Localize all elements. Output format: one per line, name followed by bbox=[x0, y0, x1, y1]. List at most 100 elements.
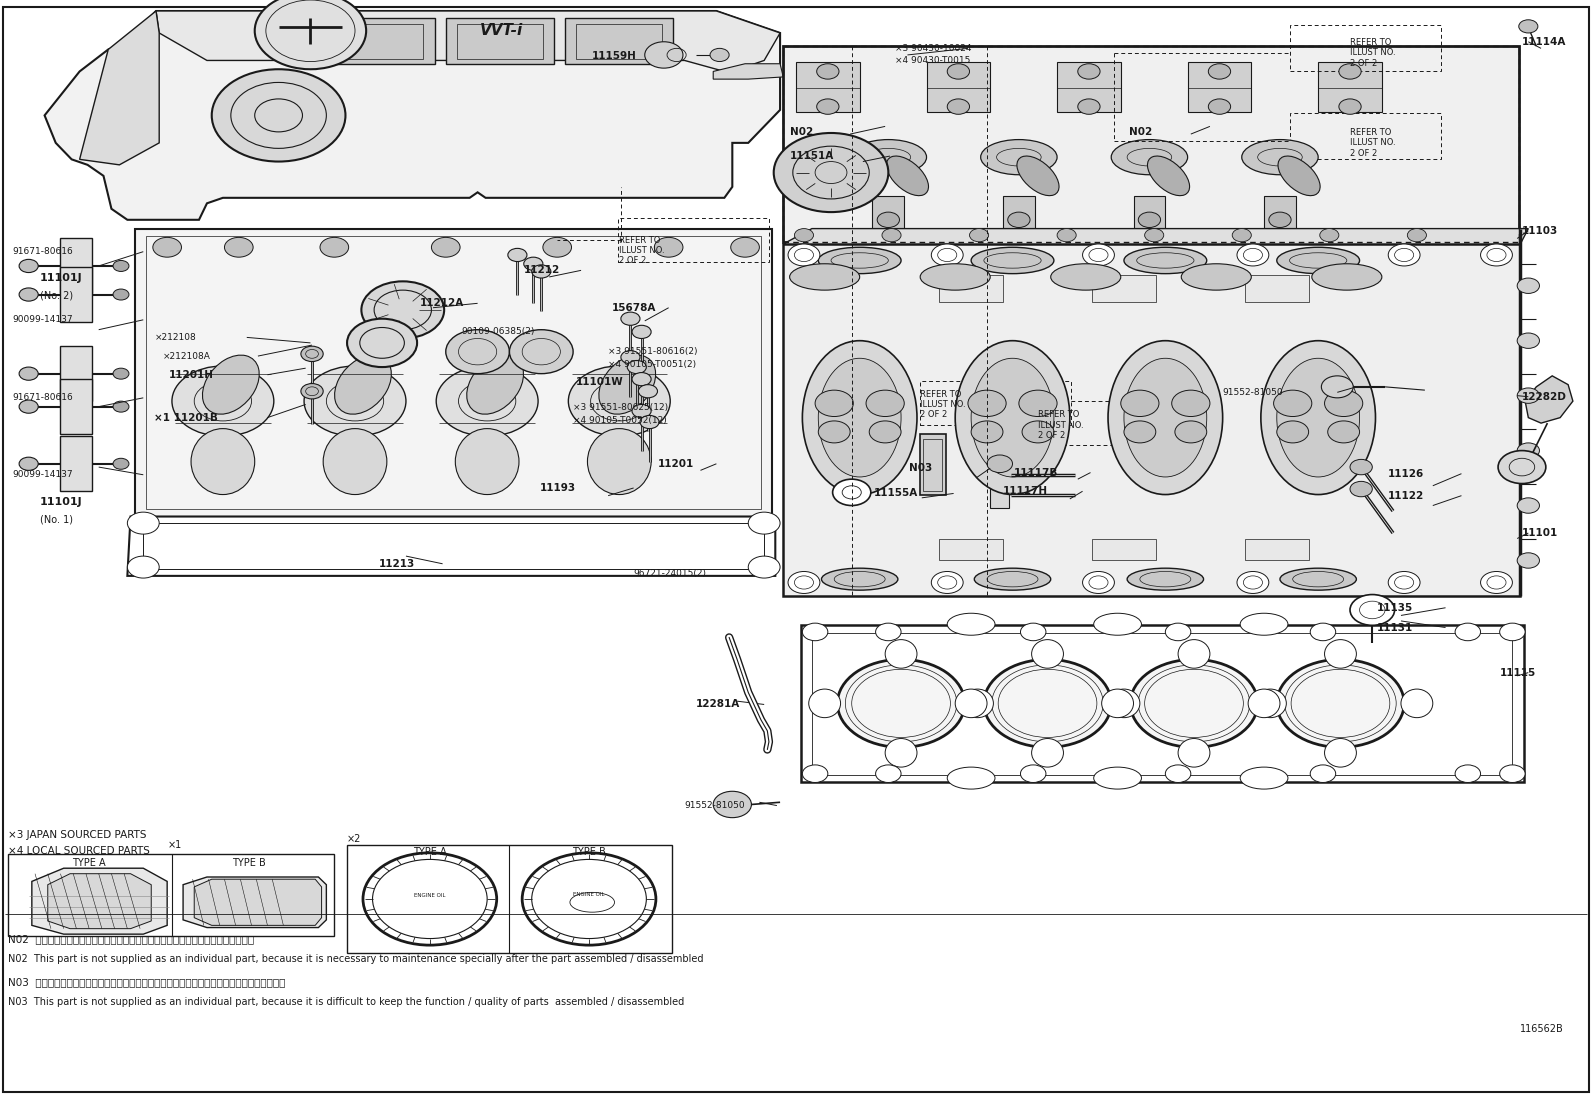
Ellipse shape bbox=[1325, 739, 1356, 767]
Circle shape bbox=[1388, 244, 1420, 266]
Circle shape bbox=[1388, 571, 1420, 593]
Bar bbox=[576, 24, 662, 59]
Text: 11213: 11213 bbox=[379, 558, 416, 569]
Text: N02  This part is not supplied as an individual part, because it is necessary to: N02 This part is not supplied as an indi… bbox=[8, 954, 704, 965]
Circle shape bbox=[1269, 212, 1291, 227]
Text: N02: N02 bbox=[790, 126, 814, 137]
Text: ×4 LOCAL SOURCED PARTS: ×4 LOCAL SOURCED PARTS bbox=[8, 845, 150, 856]
Text: 11201H: 11201H bbox=[169, 369, 213, 380]
Circle shape bbox=[301, 384, 323, 399]
Text: ENGINE OIL: ENGINE OIL bbox=[414, 893, 446, 898]
Ellipse shape bbox=[818, 358, 901, 477]
Text: TYPE B: TYPE B bbox=[232, 857, 266, 868]
Polygon shape bbox=[80, 11, 159, 165]
Text: 11159H: 11159H bbox=[592, 51, 637, 62]
Text: REFER TO
ILLUST NO.
2 OF 2: REFER TO ILLUST NO. 2 OF 2 bbox=[1350, 127, 1396, 158]
Ellipse shape bbox=[466, 355, 524, 414]
Polygon shape bbox=[783, 244, 1520, 596]
Bar bbox=[796, 62, 860, 112]
Circle shape bbox=[568, 366, 670, 436]
Ellipse shape bbox=[947, 767, 995, 789]
Circle shape bbox=[1121, 390, 1159, 417]
Text: 11101J: 11101J bbox=[40, 273, 83, 284]
Circle shape bbox=[1022, 421, 1054, 443]
Bar bbox=[939, 275, 1003, 302]
Ellipse shape bbox=[1261, 341, 1375, 495]
Circle shape bbox=[1517, 553, 1539, 568]
Bar bbox=[1290, 113, 1441, 159]
Circle shape bbox=[1519, 20, 1538, 33]
Text: TYPE B: TYPE B bbox=[572, 846, 607, 857]
Ellipse shape bbox=[1178, 640, 1210, 668]
Text: ENGINE OIL: ENGINE OIL bbox=[573, 892, 605, 897]
Bar bbox=[939, 539, 1003, 560]
Ellipse shape bbox=[1017, 156, 1059, 196]
Text: 11201: 11201 bbox=[657, 458, 694, 469]
Bar bbox=[872, 196, 904, 240]
Ellipse shape bbox=[1124, 247, 1207, 274]
Circle shape bbox=[508, 248, 527, 262]
Circle shape bbox=[1138, 212, 1161, 227]
Circle shape bbox=[1145, 229, 1164, 242]
Circle shape bbox=[1407, 229, 1426, 242]
Circle shape bbox=[817, 64, 839, 79]
Circle shape bbox=[1339, 64, 1361, 79]
Circle shape bbox=[1083, 571, 1114, 593]
Bar bbox=[446, 18, 554, 64]
Bar bbox=[326, 18, 435, 64]
Polygon shape bbox=[194, 879, 322, 925]
Bar bbox=[1264, 196, 1296, 240]
Circle shape bbox=[113, 289, 129, 300]
Circle shape bbox=[1277, 421, 1309, 443]
Ellipse shape bbox=[455, 429, 519, 495]
Circle shape bbox=[436, 366, 538, 436]
Ellipse shape bbox=[1032, 640, 1063, 668]
Circle shape bbox=[1008, 212, 1030, 227]
Text: N03  この部品は、分解・組付け後の性能・品質確保が困難なため、単品では補給していません: N03 この部品は、分解・組付け後の性能・品質確保が困難なため、単品では補給して… bbox=[8, 977, 285, 988]
Circle shape bbox=[1020, 765, 1046, 782]
Bar bbox=[927, 62, 990, 112]
Text: 90109-06385(2): 90109-06385(2) bbox=[462, 328, 535, 336]
Ellipse shape bbox=[885, 640, 917, 668]
Circle shape bbox=[1481, 244, 1512, 266]
Bar bbox=[1092, 539, 1156, 560]
Bar bbox=[338, 24, 423, 59]
Text: ×2: ×2 bbox=[347, 833, 361, 844]
Bar bbox=[1035, 401, 1186, 445]
Ellipse shape bbox=[1240, 613, 1288, 635]
Circle shape bbox=[968, 390, 1006, 417]
Bar bbox=[920, 381, 1071, 425]
Text: 12282D: 12282D bbox=[1522, 391, 1567, 402]
Circle shape bbox=[882, 229, 901, 242]
Text: 11122: 11122 bbox=[1388, 490, 1425, 501]
Circle shape bbox=[1325, 390, 1363, 417]
Circle shape bbox=[172, 366, 274, 436]
Circle shape bbox=[987, 455, 1013, 473]
Ellipse shape bbox=[887, 156, 928, 196]
Circle shape bbox=[1232, 229, 1251, 242]
Ellipse shape bbox=[818, 247, 901, 274]
Text: ×3 JAPAN SOURCED PARTS: ×3 JAPAN SOURCED PARTS bbox=[8, 830, 146, 841]
Bar bbox=[146, 236, 761, 509]
Bar bbox=[1245, 275, 1309, 302]
Circle shape bbox=[522, 853, 656, 945]
Circle shape bbox=[869, 421, 901, 443]
Circle shape bbox=[1481, 571, 1512, 593]
Ellipse shape bbox=[1178, 739, 1210, 767]
Circle shape bbox=[1130, 659, 1258, 747]
Bar bbox=[1188, 62, 1251, 112]
Text: 11101: 11101 bbox=[1522, 528, 1559, 539]
Circle shape bbox=[113, 401, 129, 412]
Circle shape bbox=[1083, 244, 1114, 266]
Polygon shape bbox=[127, 517, 775, 576]
Circle shape bbox=[361, 281, 444, 338]
Circle shape bbox=[876, 765, 901, 782]
Circle shape bbox=[621, 312, 640, 325]
Text: 11117H: 11117H bbox=[1003, 486, 1048, 497]
Ellipse shape bbox=[1277, 247, 1360, 274]
Text: 15678A: 15678A bbox=[611, 302, 656, 313]
Circle shape bbox=[748, 556, 780, 578]
Ellipse shape bbox=[1102, 689, 1134, 718]
Text: ×1: ×1 bbox=[167, 840, 181, 851]
Bar bbox=[783, 46, 1519, 242]
